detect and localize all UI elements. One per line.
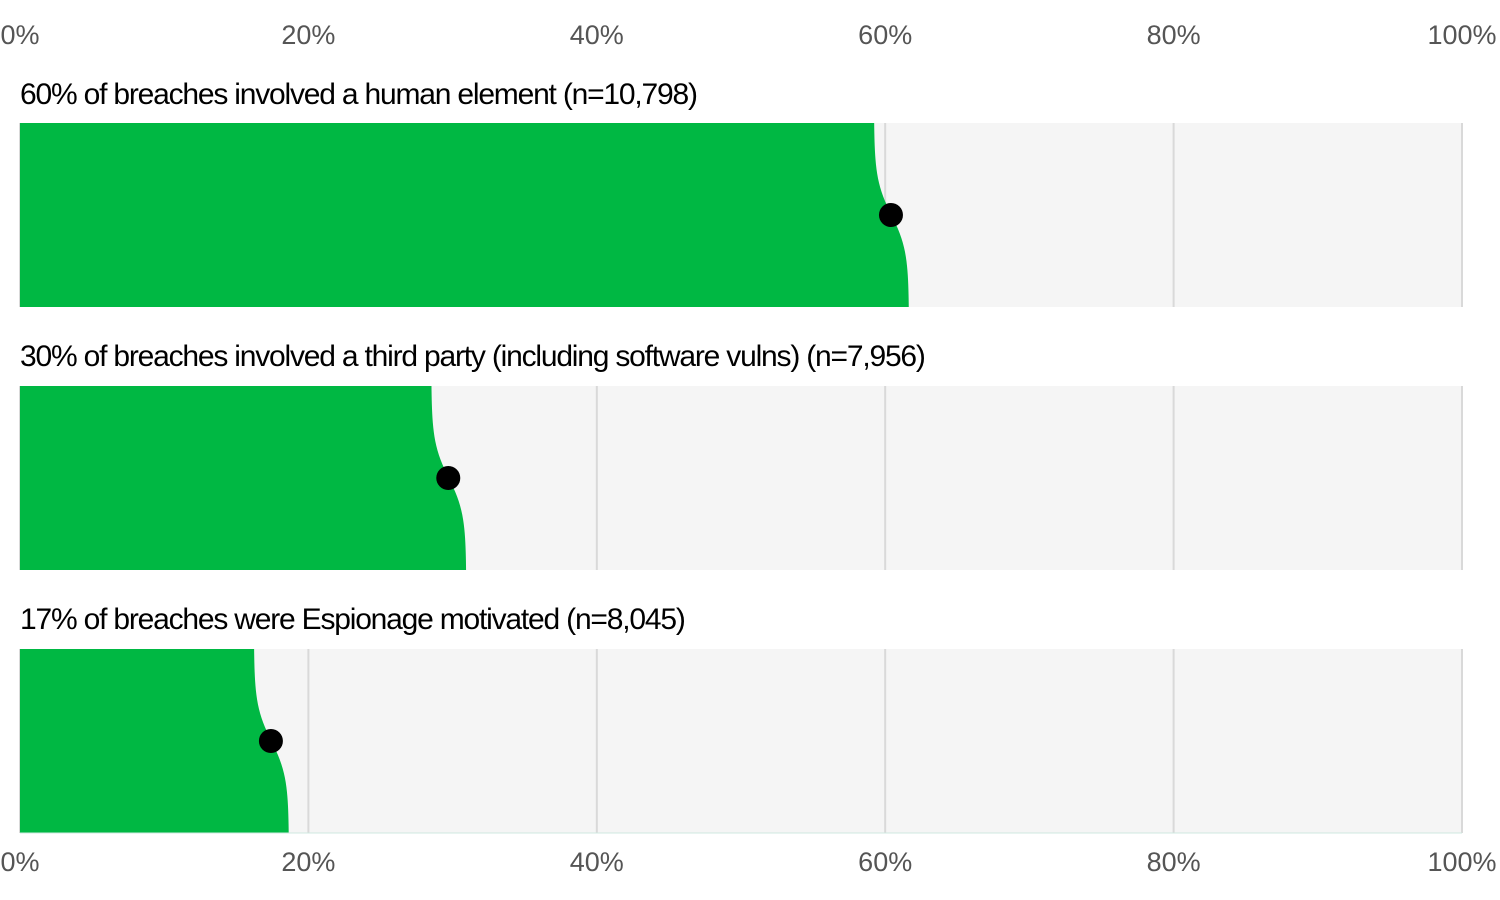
x-tick-label-bottom: 0% — [0, 847, 39, 877]
x-tick-label-bottom: 100% — [1427, 847, 1496, 877]
x-tick-label-top: 0% — [0, 20, 39, 50]
row-title: 60% of breaches involved a human element… — [20, 78, 697, 111]
point-estimate — [258, 729, 283, 753]
x-tick-label-top: 80% — [1147, 20, 1201, 50]
slab — [20, 123, 909, 307]
point-estimate — [878, 203, 903, 227]
x-tick-label-bottom: 80% — [1147, 847, 1201, 877]
x-tick-label-top: 60% — [858, 20, 912, 50]
slab — [20, 386, 467, 570]
x-tick-label-bottom: 60% — [858, 847, 912, 877]
row-title: 30% of breaches involved a third party (… — [20, 340, 925, 373]
x-tick-label-top: 20% — [281, 20, 335, 50]
x-tick-label-top: 40% — [570, 20, 624, 50]
point-estimate — [436, 466, 461, 490]
x-tick-label-bottom: 20% — [281, 847, 335, 877]
x-tick-label-bottom: 40% — [570, 847, 624, 877]
row-title: 17% of breaches were Espionage motivated… — [20, 603, 685, 636]
slab — [20, 649, 289, 833]
x-tick-label-top: 100% — [1427, 20, 1496, 50]
